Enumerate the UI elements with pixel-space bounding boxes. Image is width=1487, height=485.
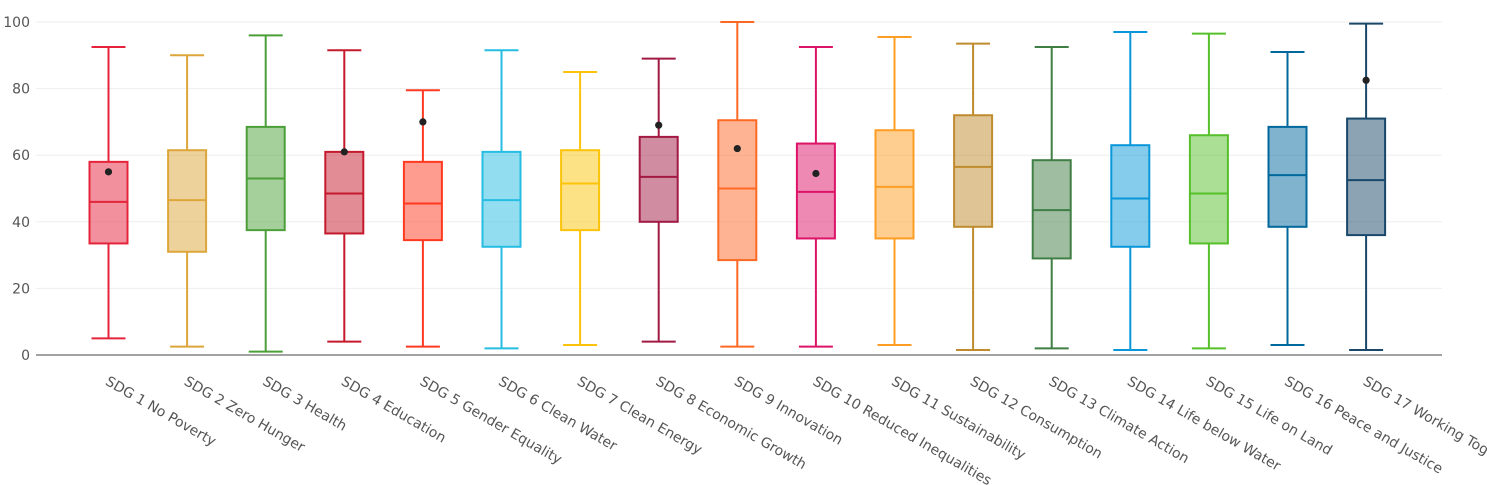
outlier-point[interactable] — [419, 118, 427, 126]
box-iqr — [874, 129, 915, 240]
box-sdg-10[interactable] — [795, 45, 836, 348]
box-sdg-2[interactable] — [167, 54, 208, 348]
x-category-label: SDG 13 Climate Action — [1046, 374, 1192, 468]
box-sdg-6[interactable] — [481, 49, 522, 350]
y-tick-label: 20 — [12, 281, 30, 297]
x-category-label: SDG 14 Life below Water — [1124, 374, 1283, 475]
box-sdg-3[interactable] — [245, 34, 286, 353]
outlier-point[interactable] — [1362, 76, 1370, 84]
box-iqr — [1188, 134, 1229, 245]
x-category-label: SDG 11 Sustainability — [889, 374, 1029, 464]
x-category-label: SDG 12 Consumption — [967, 374, 1105, 463]
outlier-point[interactable] — [104, 168, 113, 176]
outlier-point[interactable] — [655, 121, 663, 129]
box-iqr — [1110, 144, 1151, 248]
y-tick-label: 100 — [3, 15, 30, 31]
box-iqr — [402, 160, 443, 242]
box-sdg-12[interactable] — [953, 42, 994, 352]
box-sdg-14[interactable] — [1110, 30, 1151, 352]
outlier-point[interactable] — [733, 144, 741, 153]
x-category-label: SDG 7 Clean Energy — [574, 374, 705, 459]
outlier-point[interactable] — [812, 169, 820, 178]
box-sdg-17[interactable] — [1346, 22, 1387, 352]
outlier-point[interactable] — [340, 148, 348, 156]
y-axis: 0 20 40 60 80 100 — [3, 15, 1442, 364]
box-iqr — [1267, 125, 1308, 228]
y-tick-label: 40 — [12, 215, 30, 231]
boxes-layer — [88, 21, 1387, 353]
box-sdg-4[interactable] — [324, 49, 365, 343]
x-category-label: SDG 15 Life on Land — [1203, 374, 1335, 459]
box-sdg-13[interactable] — [1031, 45, 1072, 350]
x-category-label: SDG 8 Economic Growth — [653, 374, 809, 473]
box-sdg-9[interactable] — [717, 21, 758, 348]
y-tick-label: 80 — [12, 82, 30, 98]
box-iqr — [953, 114, 994, 228]
box-sdg-7[interactable] — [560, 70, 601, 347]
box-iqr — [1346, 117, 1387, 237]
y-tick-label: 0 — [21, 348, 30, 364]
box-iqr — [638, 135, 679, 223]
box-sdg-5[interactable] — [402, 89, 443, 348]
box-sdg-1[interactable] — [88, 45, 129, 340]
box-sdg-16[interactable] — [1267, 50, 1308, 347]
box-sdg-11[interactable] — [874, 35, 915, 347]
box-iqr — [717, 119, 758, 262]
box-iqr — [560, 149, 601, 232]
y-tick-label: 60 — [12, 148, 30, 164]
x-category-label: SDG 5 Gender Equality — [417, 374, 565, 468]
box-sdg-15[interactable] — [1188, 32, 1229, 350]
box-sdg-8[interactable] — [638, 57, 679, 343]
